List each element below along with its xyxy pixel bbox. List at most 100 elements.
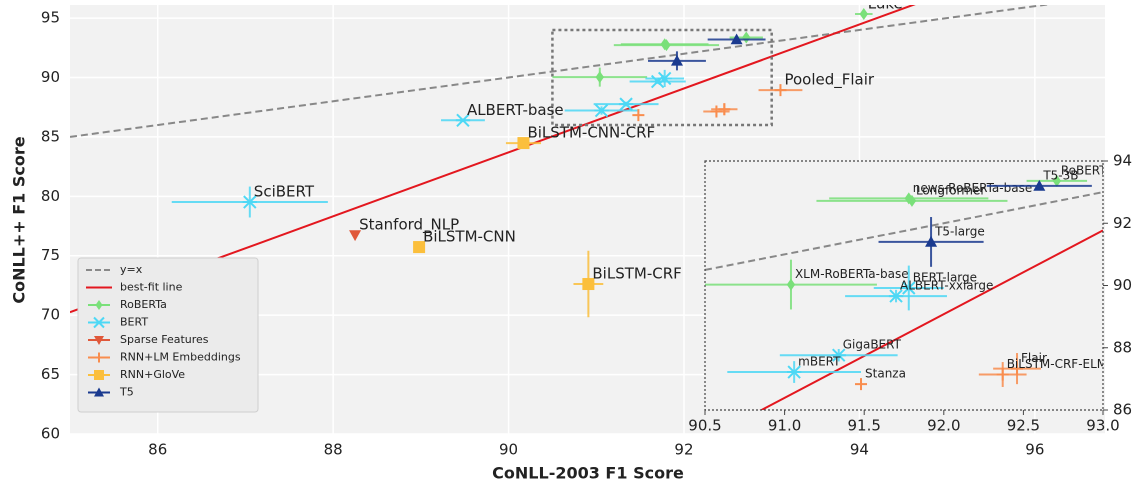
inset-plot: RoBERTa-large news-RoBERTa-baseLongformer… (705, 163, 1145, 410)
legend-marker (94, 387, 104, 397)
point-label: mBERT (798, 355, 841, 369)
point-label: Longformer (916, 183, 985, 197)
reference-line (70, 5, 916, 314)
point (1033, 179, 1046, 191)
point-label: XLM-RoBERTa-base (795, 267, 909, 281)
x-tick-label: 92 (674, 441, 693, 459)
point (907, 194, 917, 207)
zoom-box (551, 28, 773, 127)
point (1011, 362, 1024, 375)
point (774, 84, 787, 97)
legend-label: RNN+LM Embeddings (120, 351, 241, 364)
point-label: ALBERT-base (467, 101, 564, 119)
legend-box (77, 257, 259, 413)
legend-label: RoBERTa (120, 298, 167, 311)
y-tick-label: 70 (41, 306, 60, 324)
point (455, 113, 471, 127)
point (786, 365, 802, 379)
x-tick-label: 90 (499, 441, 518, 459)
legend-marker (94, 352, 104, 363)
point (1052, 174, 1062, 187)
point (786, 278, 796, 291)
point-label: Stanza (865, 367, 906, 381)
point-label: GigaBERT (843, 338, 902, 352)
point-label: BiLSTM-CNN (423, 228, 516, 246)
point-label: BiLSTM-CNN-CRF (527, 124, 655, 142)
x-tick-label: 86 (148, 441, 167, 459)
reference-line (705, 191, 1103, 271)
y-tick-label: 80 (41, 187, 60, 205)
point-label: BERT-large (913, 270, 977, 284)
legend-label: y=x (120, 263, 143, 276)
point (996, 368, 1009, 381)
inset-y-tick-label: 90 (1113, 276, 1132, 294)
legend-label: RNN+GloVe (120, 368, 185, 381)
point (413, 241, 426, 254)
main-plot: Luke SciBERT ALBERT-base Stanford_NLP Pooled… (70, 0, 1052, 318)
legend-marker (95, 300, 103, 310)
x-tick-label: 88 (324, 441, 343, 459)
point-label: Pooled_Flair (784, 71, 874, 90)
inset-x-tick-label: 92.0 (927, 417, 960, 435)
x-tick-label: 94 (850, 441, 869, 459)
point (718, 103, 731, 116)
point (582, 278, 595, 291)
point (517, 137, 530, 150)
point-label: ALBERT-xxlarge (900, 279, 993, 293)
point-label: Flair (1021, 351, 1047, 365)
y-tick-label: 95 (41, 9, 60, 27)
inset-x-tick-label: 90.5 (688, 417, 721, 435)
inset-x-tick-label: 92.5 (1007, 417, 1040, 435)
legend-label: best-fit line (120, 281, 183, 294)
point-label: Luke (868, 0, 903, 13)
point-label: BiLSTM-CRF-ELMo (1007, 357, 1115, 371)
legend-marker (93, 316, 105, 329)
point (742, 31, 751, 44)
legend-label: BERT (120, 316, 148, 329)
inset-border (704, 160, 1104, 411)
inset-y-tick-label: 94 (1113, 152, 1132, 170)
y-tick-label: 85 (41, 127, 60, 145)
x-tick-label: 96 (1025, 441, 1044, 459)
point-label: SciBERT (254, 183, 315, 201)
inset-x-tick-label: 91.5 (847, 417, 880, 435)
point-label: BiLSTM-CRF (592, 265, 681, 283)
point-label: news-RoBERTa-base (913, 181, 1032, 195)
inset-y-tick-label: 92 (1113, 214, 1132, 232)
point (730, 33, 743, 45)
legend-marker (94, 336, 104, 345)
point (595, 71, 604, 84)
legend-marker (94, 370, 104, 380)
point-label: T5-3B (1042, 168, 1078, 182)
y-tick-label: 65 (41, 365, 60, 383)
inset-y-tick-label: 88 (1113, 338, 1132, 356)
point (632, 109, 645, 122)
legend-label: T5 (119, 386, 134, 399)
x-axis-label: CoNLL-2003 F1 Score (492, 464, 684, 483)
point (710, 105, 723, 118)
point (901, 281, 916, 295)
point (859, 8, 868, 21)
y-tick-label: 75 (41, 246, 60, 264)
inset-y-tick-label: 86 (1113, 401, 1132, 419)
legend-label: Sparse Features (120, 333, 209, 346)
inset-x-tick-label: 93.0 (1086, 417, 1119, 435)
point (831, 348, 846, 362)
point (855, 378, 868, 391)
point (349, 230, 362, 242)
reference-line (759, 229, 1103, 410)
y-tick-label: 60 (41, 425, 60, 443)
inset-x-tick-label: 91.0 (768, 417, 801, 435)
point (670, 54, 683, 66)
point (650, 74, 665, 89)
reference-line (70, 5, 1052, 138)
point (594, 103, 609, 118)
point (925, 235, 938, 247)
point (662, 39, 671, 52)
point-label: RoBERTa-large (1061, 163, 1145, 177)
y-tick-label: 90 (41, 68, 60, 86)
point (888, 289, 904, 303)
y-axis-label: CoNLL++ F1 Score (10, 136, 29, 303)
